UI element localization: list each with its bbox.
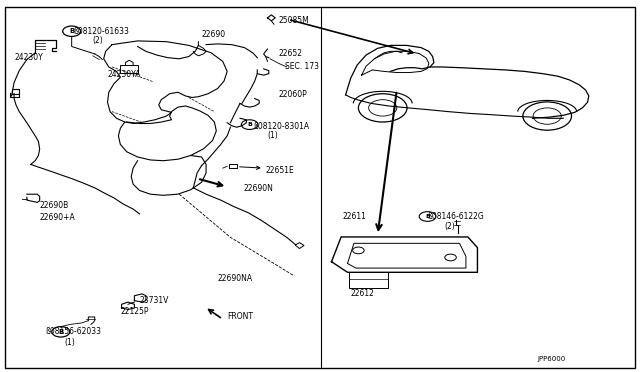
Bar xyxy=(349,272,388,288)
Text: 25085M: 25085M xyxy=(278,16,309,25)
Text: 22690B: 22690B xyxy=(40,201,69,210)
Text: B: B xyxy=(247,122,252,127)
Text: 22690N: 22690N xyxy=(243,185,273,193)
Text: ß08146-6122G: ß08146-6122G xyxy=(428,212,484,221)
Text: 22690+A: 22690+A xyxy=(40,213,76,222)
Text: (1): (1) xyxy=(268,131,278,140)
Text: ß08120-61633: ß08120-61633 xyxy=(74,27,129,36)
Text: (2): (2) xyxy=(93,36,104,45)
Text: B: B xyxy=(69,28,74,34)
Text: (2): (2) xyxy=(445,222,456,231)
Text: 22652: 22652 xyxy=(278,49,302,58)
Text: FRONT: FRONT xyxy=(227,312,253,321)
Text: 24230Y: 24230Y xyxy=(14,53,43,62)
Text: 23731V: 23731V xyxy=(140,296,169,305)
Text: B: B xyxy=(425,214,430,219)
Text: (1): (1) xyxy=(64,338,75,347)
Text: 22651E: 22651E xyxy=(266,166,294,175)
Text: JPP6000: JPP6000 xyxy=(538,356,566,362)
Text: 22612: 22612 xyxy=(351,289,374,298)
Text: ß08120-8301A: ß08120-8301A xyxy=(253,122,309,131)
Text: 22060P: 22060P xyxy=(278,90,307,99)
Text: 22690: 22690 xyxy=(202,30,226,39)
Text: 24230YA: 24230YA xyxy=(108,70,141,79)
Text: SEC. 173: SEC. 173 xyxy=(285,62,319,71)
Text: 22690NA: 22690NA xyxy=(218,274,253,283)
Text: 22611: 22611 xyxy=(342,212,366,221)
Text: ß08156-62033: ß08156-62033 xyxy=(45,327,101,336)
Text: B: B xyxy=(58,329,63,335)
Text: 22125P: 22125P xyxy=(120,307,149,316)
